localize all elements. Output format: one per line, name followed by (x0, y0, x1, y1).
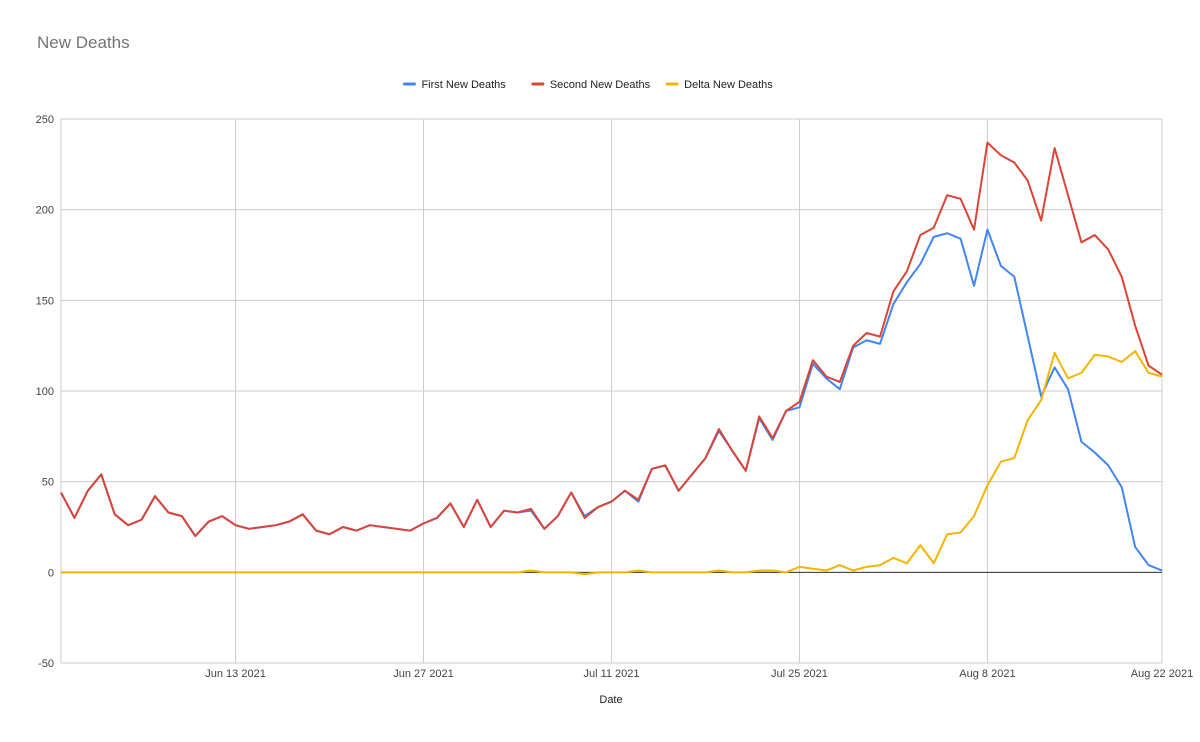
legend-item[interactable]: First New Deaths (402, 79, 506, 91)
x-tick-label: Jul 25 2021 (771, 668, 828, 680)
series-layer (60, 141, 1163, 576)
x-tick-label: Aug 8 2021 (959, 668, 1015, 680)
legend-item[interactable]: Delta New Deaths (665, 79, 773, 91)
legend-item[interactable]: Second New Deaths (531, 79, 651, 91)
y-tick-label: 50 (42, 477, 54, 489)
x-tick-label: Jun 13 2021 (205, 668, 266, 680)
y-tick-label: 250 (36, 114, 54, 126)
series-line-delta-new-deaths (61, 350, 1163, 576)
y-tick-label: 0 (48, 567, 54, 579)
x-tick-label: Jun 27 2021 (393, 668, 454, 680)
y-tick-label: 150 (36, 295, 54, 307)
x-tick-label: Jul 11 2021 (583, 668, 639, 680)
legend[interactable]: First New Deaths Second New Deaths Delta N… (402, 79, 773, 91)
y-tick-label: 100 (36, 386, 54, 398)
legend-label: Delta New Deaths (684, 79, 773, 91)
legend-label: Second New Deaths (550, 79, 651, 91)
grid-layer (60, 118, 1163, 664)
y-tick-label: 200 (36, 205, 54, 217)
y-tick-label: -50 (38, 658, 54, 670)
x-tick-label: Aug 22 2021 (1131, 668, 1193, 680)
series-line-second-new-deaths (60, 141, 1163, 538)
legend-label: First New Deaths (421, 79, 506, 91)
chart-title: New Deaths (37, 33, 130, 52)
ticks-layer: -50 0 50 100 150 200 250 Jun 13 2021 Jun 27 2021… (36, 114, 1194, 680)
x-axis-title: Date (599, 694, 622, 706)
